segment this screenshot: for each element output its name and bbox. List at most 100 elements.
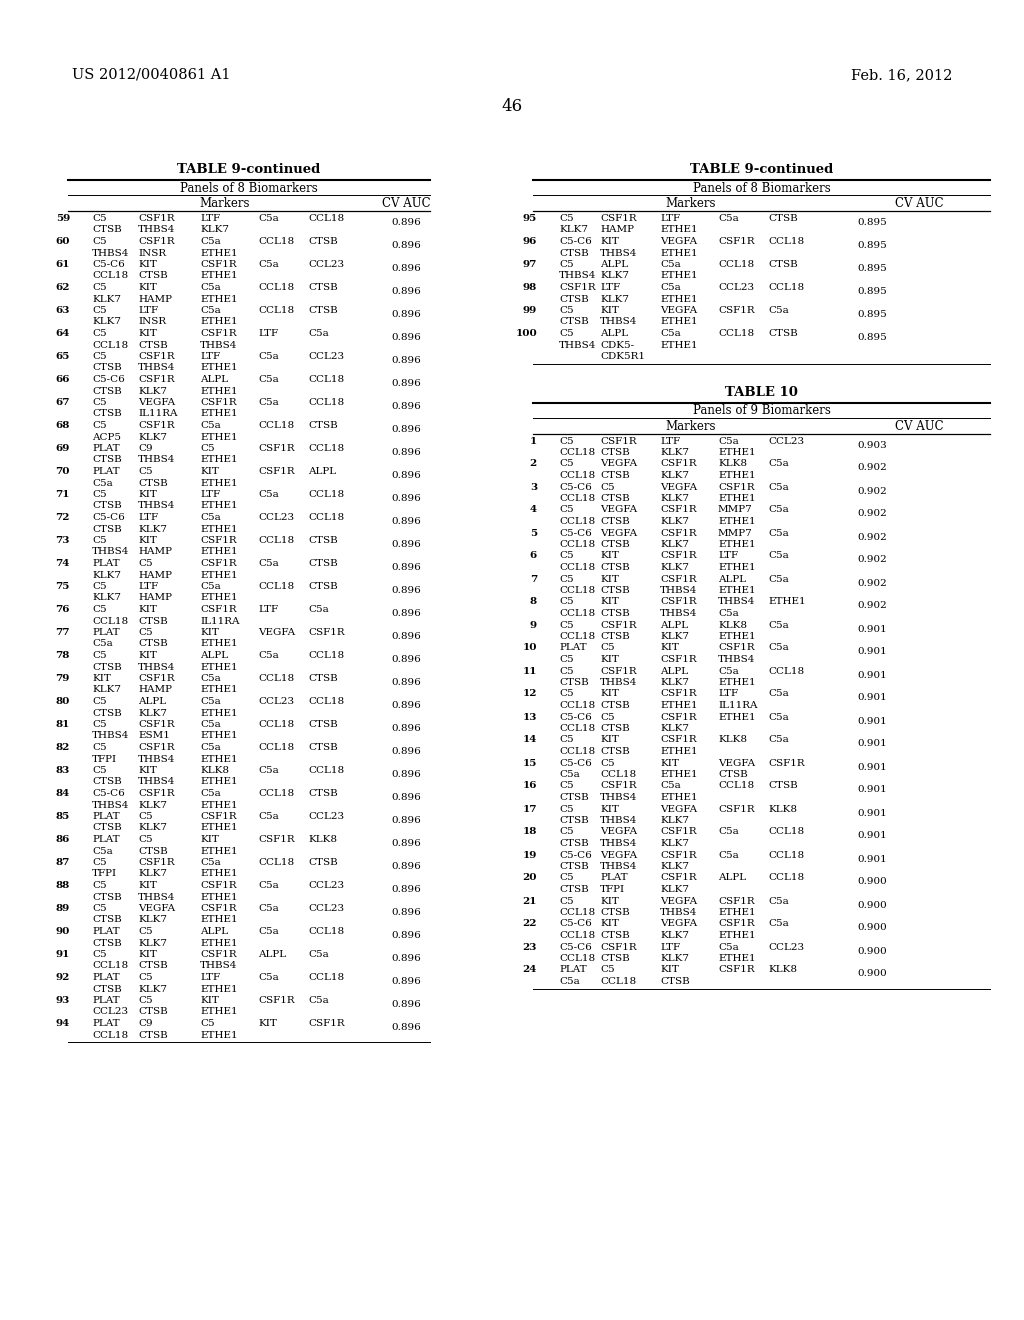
Text: KIT: KIT (600, 655, 618, 664)
Text: ALPL: ALPL (660, 667, 688, 676)
Text: KLK7: KLK7 (660, 517, 689, 525)
Text: 0.895: 0.895 (857, 242, 887, 249)
Text: Markers: Markers (666, 420, 716, 433)
Text: MMP7: MMP7 (718, 528, 753, 537)
Text: ETHE1: ETHE1 (718, 494, 756, 503)
Text: ETHE1: ETHE1 (200, 548, 238, 557)
Text: 79: 79 (55, 675, 70, 682)
Text: LTF: LTF (200, 490, 220, 499)
Text: 1: 1 (529, 437, 537, 446)
Text: ALPL: ALPL (718, 574, 746, 583)
Text: 0.895: 0.895 (857, 264, 887, 273)
Text: ETHE1: ETHE1 (200, 248, 238, 257)
Text: 0.902: 0.902 (857, 463, 887, 473)
Text: CTSB: CTSB (600, 723, 630, 733)
Text: C5a: C5a (258, 214, 279, 223)
Text: 0.896: 0.896 (391, 770, 421, 779)
Text: ETHE1: ETHE1 (718, 954, 756, 964)
Text: KLK7: KLK7 (138, 800, 167, 809)
Text: C5a: C5a (768, 896, 788, 906)
Text: CSF1R: CSF1R (138, 421, 175, 430)
Text: HAMP: HAMP (138, 548, 172, 557)
Text: CSF1R: CSF1R (718, 238, 755, 246)
Text: TABLE 9-continued: TABLE 9-continued (177, 162, 321, 176)
Text: LTF: LTF (660, 942, 680, 952)
Text: 46: 46 (502, 98, 522, 115)
Text: CTSB: CTSB (92, 455, 122, 465)
Text: C5: C5 (559, 552, 573, 561)
Text: CCL18: CCL18 (258, 789, 294, 799)
Text: 61: 61 (55, 260, 70, 269)
Text: 0.896: 0.896 (391, 678, 421, 686)
Text: CCL18: CCL18 (768, 828, 804, 837)
Text: C5a: C5a (308, 605, 329, 614)
Text: C5-C6: C5-C6 (559, 759, 592, 767)
Text: C5a: C5a (258, 812, 279, 821)
Text: ETHE1: ETHE1 (200, 294, 238, 304)
Text: C5a: C5a (200, 743, 221, 752)
Text: KIT: KIT (138, 490, 157, 499)
Text: KLK7: KLK7 (600, 294, 629, 304)
Text: C5a: C5a (92, 846, 113, 855)
Text: CSF1R: CSF1R (660, 689, 696, 698)
Text: US 2012/0040861 A1: US 2012/0040861 A1 (72, 69, 230, 82)
Text: KIT: KIT (138, 329, 157, 338)
Text: C5a: C5a (258, 490, 279, 499)
Text: CCL18: CCL18 (258, 719, 294, 729)
Text: CCL18: CCL18 (308, 651, 344, 660)
Text: ALPL: ALPL (600, 260, 628, 269)
Text: VEGFA: VEGFA (660, 483, 697, 491)
Text: ETHE1: ETHE1 (200, 870, 238, 879)
Text: CCL18: CCL18 (718, 329, 754, 338)
Text: LTF: LTF (138, 513, 158, 521)
Text: INSR: INSR (138, 318, 166, 326)
Text: 0.896: 0.896 (391, 747, 421, 756)
Text: C5: C5 (559, 689, 573, 698)
Text: ETHE1: ETHE1 (200, 939, 238, 948)
Text: CV AUC: CV AUC (382, 197, 430, 210)
Text: THBS4: THBS4 (600, 840, 637, 847)
Text: ETHE1: ETHE1 (660, 318, 697, 326)
Text: CTSB: CTSB (559, 862, 589, 871)
Text: KLK8: KLK8 (200, 766, 229, 775)
Text: CSF1R: CSF1R (559, 282, 596, 292)
Text: CTSB: CTSB (92, 777, 122, 787)
Text: ALPL: ALPL (308, 467, 336, 477)
Text: CCL18: CCL18 (559, 723, 595, 733)
Text: KLK8: KLK8 (768, 965, 797, 974)
Text: VEGFA: VEGFA (660, 896, 697, 906)
Text: C5: C5 (559, 655, 573, 664)
Text: C5a: C5a (768, 620, 788, 630)
Text: ETHE1: ETHE1 (200, 892, 238, 902)
Text: 0.900: 0.900 (857, 878, 887, 887)
Text: 0.896: 0.896 (391, 793, 421, 803)
Text: KLK8: KLK8 (718, 459, 746, 469)
Text: CTSB: CTSB (138, 341, 168, 350)
Text: ETHE1: ETHE1 (200, 846, 238, 855)
Text: CSF1R: CSF1R (660, 528, 696, 537)
Text: 0.900: 0.900 (857, 924, 887, 932)
Text: 0.896: 0.896 (391, 609, 421, 618)
Text: CSF1R: CSF1R (138, 719, 175, 729)
Text: LTF: LTF (200, 214, 220, 223)
Text: C5: C5 (600, 644, 614, 652)
Text: CTSB: CTSB (308, 536, 338, 545)
Text: THBS4: THBS4 (92, 248, 129, 257)
Text: KIT: KIT (660, 759, 679, 767)
Text: CV AUC: CV AUC (895, 420, 943, 433)
Text: VEGFA: VEGFA (660, 804, 697, 813)
Text: 0.896: 0.896 (391, 447, 421, 457)
Text: CTSB: CTSB (138, 272, 168, 281)
Text: C5-C6: C5-C6 (559, 920, 592, 928)
Text: KLK7: KLK7 (660, 954, 689, 964)
Text: C5a: C5a (258, 558, 279, 568)
Text: C5: C5 (92, 214, 106, 223)
Text: CTSB: CTSB (600, 954, 630, 964)
Text: C5a: C5a (718, 437, 738, 446)
Text: C5: C5 (138, 467, 153, 477)
Text: CCL18: CCL18 (308, 927, 344, 936)
Text: VEGFA: VEGFA (600, 459, 637, 469)
Text: 0.901: 0.901 (857, 717, 887, 726)
Text: ALPL: ALPL (200, 927, 228, 936)
Text: C5a: C5a (660, 781, 681, 791)
